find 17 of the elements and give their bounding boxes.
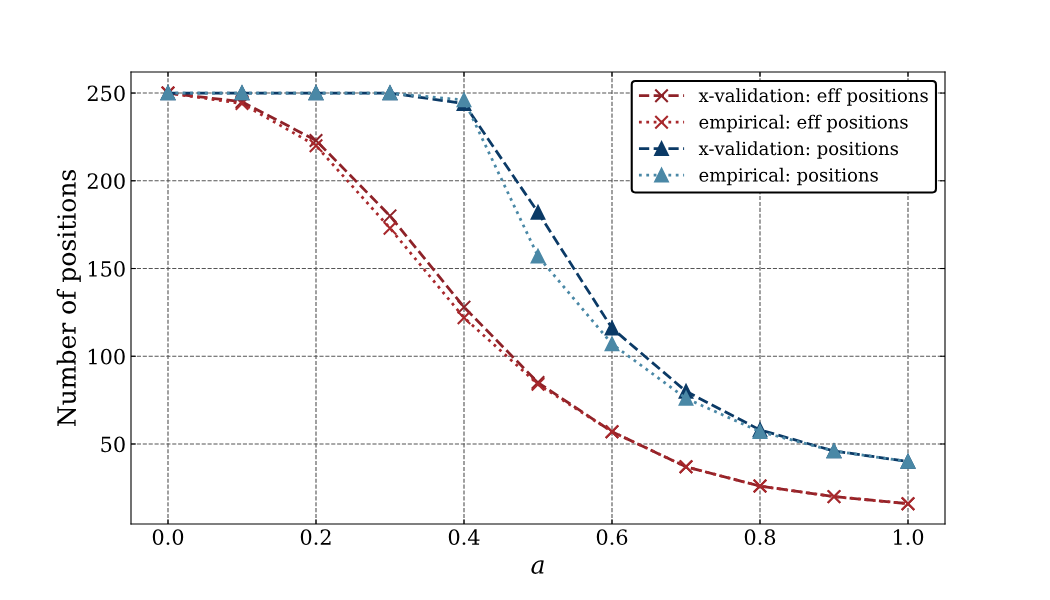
legend-label: x-validation: positions <box>698 141 899 159</box>
x-axis-title: a <box>531 560 544 574</box>
legend-label: x-validation: eff positions <box>698 88 928 106</box>
x-tick-label: 1.0 <box>893 529 924 545</box>
y-axis-title: Number of positions <box>56 170 81 427</box>
x-tick-label: 0.8 <box>744 529 776 545</box>
x-tick-label: 0.2 <box>300 529 331 545</box>
legend-label: empirical: eff positions <box>699 114 908 133</box>
y-tick-label: 50 <box>101 436 125 453</box>
y-tick-label: 200 <box>87 173 125 189</box>
legend-label: empirical: positions <box>699 167 878 186</box>
y-tick-label: 250 <box>87 85 125 102</box>
x-tick-label: 0.6 <box>596 529 628 545</box>
y-tick-label: 150 <box>88 260 125 277</box>
x-tick-label: 0.0 <box>152 529 184 545</box>
x-tick-label: 0.4 <box>448 529 480 545</box>
y-tick-label: 100 <box>88 348 125 365</box>
